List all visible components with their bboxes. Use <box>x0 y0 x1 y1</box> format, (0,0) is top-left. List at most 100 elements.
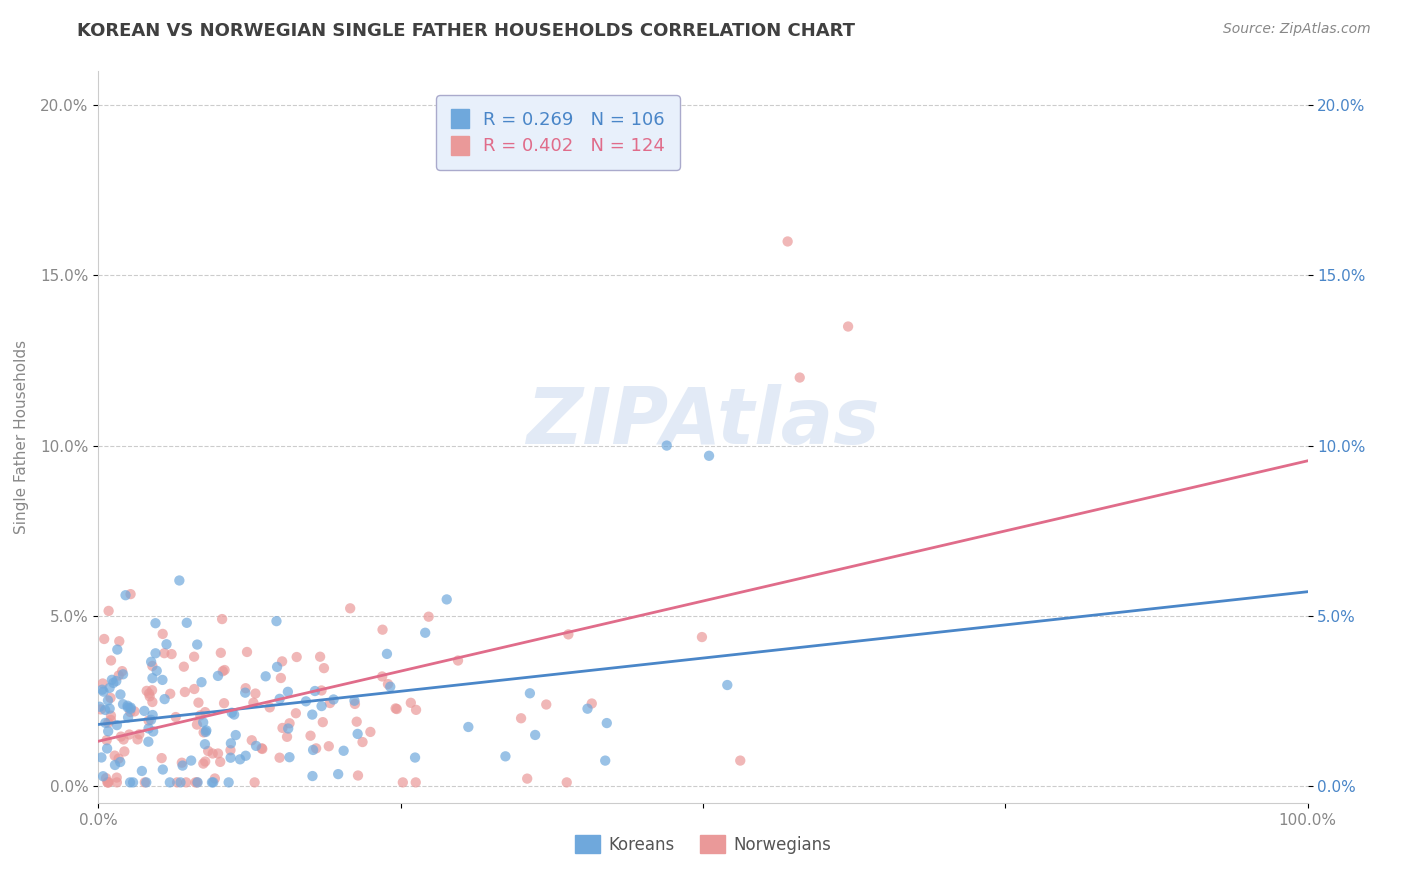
Point <box>91 676 114 690</box>
Point <box>105 771 128 785</box>
Point <box>124 705 146 719</box>
Point <box>319 696 342 710</box>
Point <box>153 646 176 660</box>
Point <box>285 650 308 665</box>
Point <box>837 319 859 334</box>
Point <box>299 729 322 743</box>
Point <box>301 707 323 722</box>
Point <box>219 736 242 750</box>
Point <box>789 370 811 384</box>
Point <box>219 743 242 757</box>
Point <box>380 680 402 694</box>
Point <box>352 735 374 749</box>
Point <box>120 700 142 714</box>
Point <box>252 742 274 756</box>
Point <box>139 655 162 669</box>
Point <box>138 722 160 736</box>
Point <box>384 701 406 715</box>
Point <box>269 750 291 764</box>
Point <box>301 769 323 783</box>
Point <box>596 716 619 731</box>
Point <box>312 715 335 730</box>
Point <box>97 693 120 707</box>
Point <box>131 764 153 778</box>
Point <box>159 775 181 789</box>
Point <box>284 706 307 721</box>
Point <box>141 659 163 673</box>
Point <box>555 775 578 789</box>
Point <box>186 638 208 652</box>
Point <box>311 683 333 698</box>
Point <box>134 704 156 718</box>
Point <box>399 696 422 710</box>
Text: KOREAN VS NORWEGIAN SINGLE FATHER HOUSEHOLDS CORRELATION CHART: KOREAN VS NORWEGIAN SINGLE FATHER HOUSEH… <box>77 22 855 40</box>
Point <box>346 714 368 729</box>
Point <box>204 772 226 786</box>
Point <box>141 671 163 685</box>
Point <box>194 705 217 719</box>
Point <box>716 678 738 692</box>
Point <box>277 685 299 699</box>
Point <box>266 614 288 628</box>
Point <box>98 701 121 715</box>
Point <box>347 768 370 782</box>
Point <box>311 699 333 714</box>
Point <box>557 627 579 641</box>
Point <box>105 673 128 688</box>
Point <box>207 669 229 683</box>
Point <box>183 649 205 664</box>
Point <box>447 653 470 667</box>
Point <box>377 677 399 691</box>
Point <box>100 690 122 705</box>
Point <box>94 715 117 730</box>
Point <box>343 697 366 711</box>
Point <box>278 750 301 764</box>
Point <box>105 642 128 657</box>
Point <box>174 775 197 789</box>
Point <box>120 705 142 719</box>
Point <box>581 697 603 711</box>
Point <box>404 750 426 764</box>
Point <box>202 775 225 789</box>
Point <box>375 647 398 661</box>
Point <box>105 718 128 732</box>
Point <box>96 775 118 789</box>
Point <box>655 439 678 453</box>
Point <box>519 686 541 700</box>
Point <box>155 637 177 651</box>
Point <box>276 730 298 744</box>
Point <box>243 775 266 789</box>
Point <box>219 750 242 764</box>
Point <box>138 687 160 701</box>
Point <box>97 724 120 739</box>
Point <box>405 703 427 717</box>
Point <box>90 750 112 764</box>
Point <box>295 694 318 708</box>
Point <box>153 692 176 706</box>
Point <box>120 702 142 716</box>
Point <box>436 592 458 607</box>
Point <box>104 758 127 772</box>
Point <box>94 703 117 717</box>
Point <box>259 700 281 714</box>
Point <box>214 663 236 677</box>
Point <box>309 649 332 664</box>
Point <box>120 775 142 789</box>
Point <box>269 691 291 706</box>
Point <box>117 710 139 724</box>
Point <box>141 695 163 709</box>
Point <box>159 687 181 701</box>
Point <box>112 744 135 758</box>
Point <box>207 747 229 761</box>
Point <box>138 734 160 748</box>
Point <box>186 717 208 731</box>
Point <box>250 741 273 756</box>
Point <box>201 747 224 761</box>
Point <box>98 681 121 695</box>
Point <box>302 743 325 757</box>
Point <box>169 574 191 588</box>
Point <box>510 711 533 725</box>
Point <box>142 724 165 739</box>
Point <box>392 775 415 789</box>
Point <box>728 754 751 768</box>
